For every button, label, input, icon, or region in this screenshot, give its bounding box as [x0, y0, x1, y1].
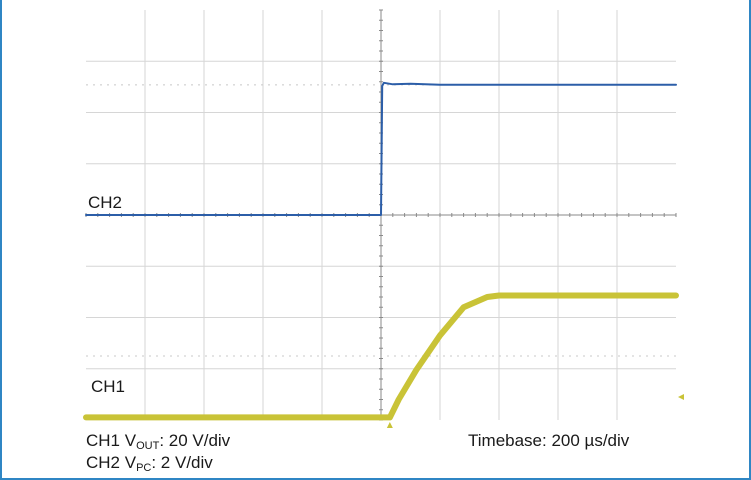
ch1-trace: [83, 292, 679, 421]
ch2-trace: [85, 81, 677, 216]
trigger-level-marker: [678, 393, 684, 400]
trigger-position-marker: [386, 422, 393, 428]
markers: [386, 393, 684, 428]
traces: [83, 81, 679, 421]
